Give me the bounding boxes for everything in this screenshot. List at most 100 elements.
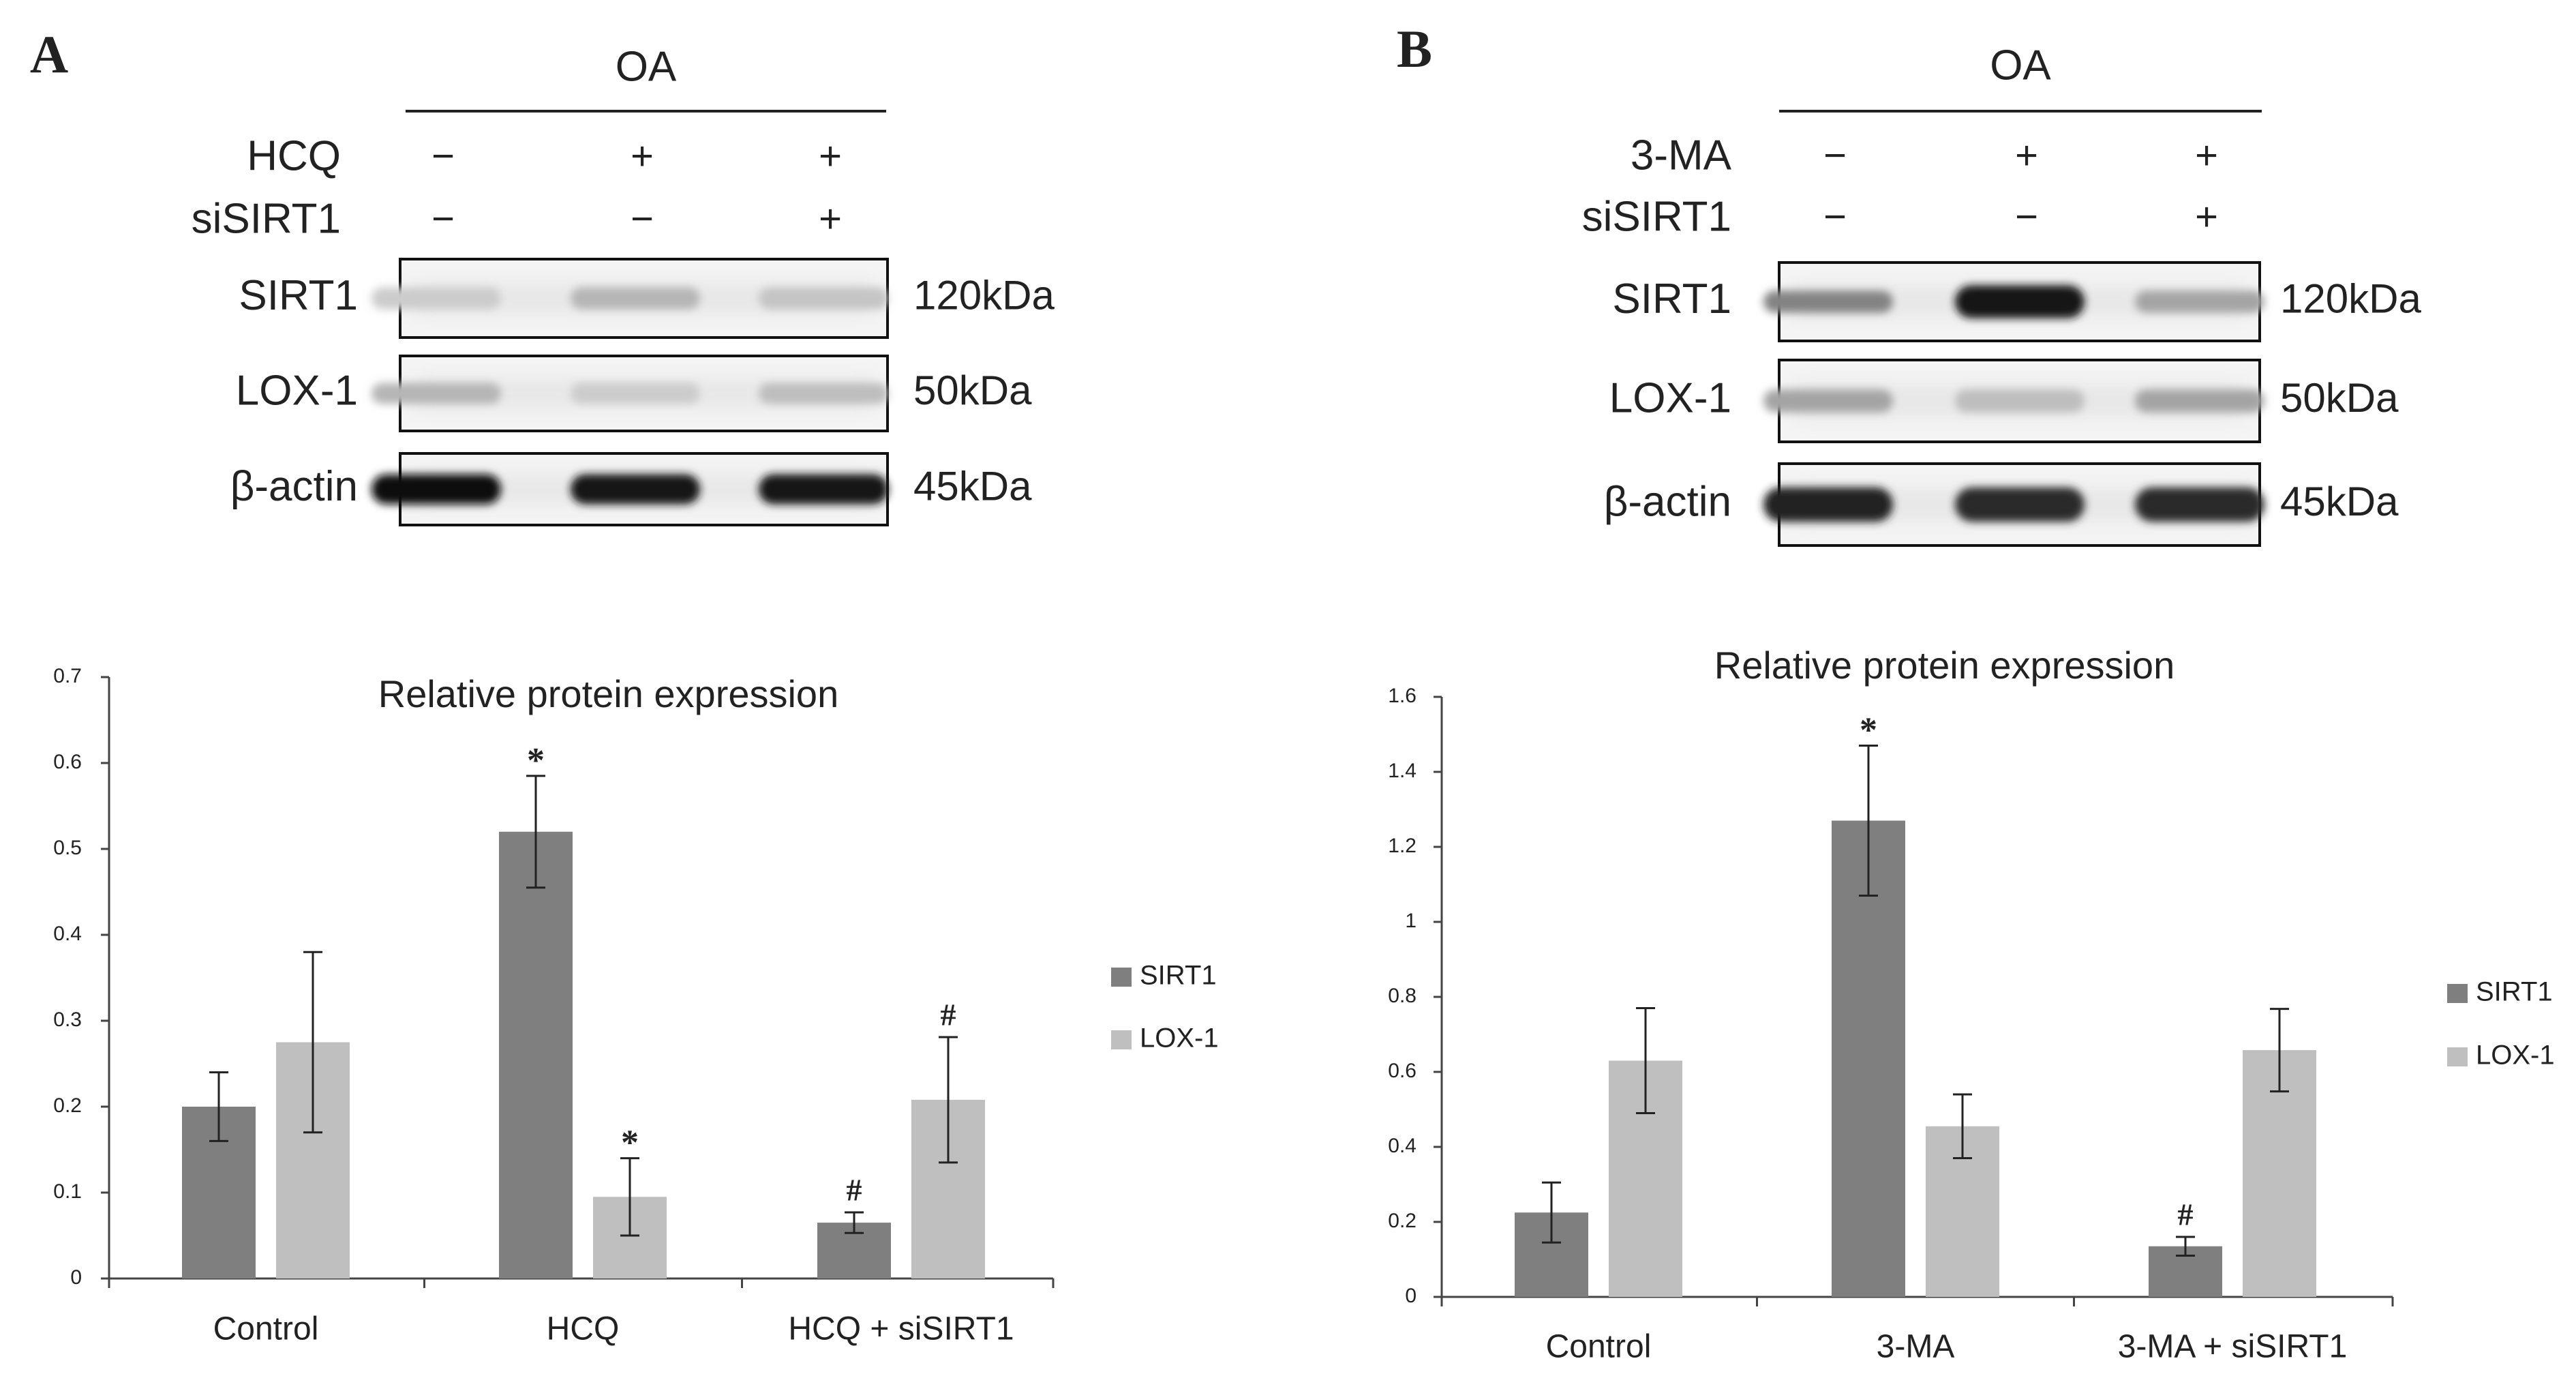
y-tick-label: 1.2 (1388, 835, 1416, 857)
protein-label: SIRT1 (239, 272, 358, 319)
molecular-weight-label: 120kDa (2280, 275, 2421, 321)
x-tick-label: HCQ + siSIRT1 (788, 1311, 1014, 1347)
western-blot: OA 3-MA − + + siSIRT1 − − + SIRT1 120kDa LOX-1 50kDa… (1582, 42, 2421, 547)
x-tick-label: 3-MA + siSIRT1 (2118, 1329, 2348, 1365)
panel-letter: B (1397, 19, 1432, 78)
molecular-weight-label: 45kDa (2280, 479, 2399, 524)
panel-a: A OA HCQ − + + siSIRT1 − − + SIRT1 120kDa LOX-1 50kDa… (30, 25, 1219, 1347)
condition-sign: − (431, 196, 455, 241)
blot-band (1955, 389, 2085, 413)
condition-label: 3-MA (1631, 132, 1732, 179)
condition-sign: − (1823, 133, 1847, 177)
condition-sign: + (2015, 133, 2038, 177)
blot-band (2135, 290, 2264, 313)
y-tick-label: 0.8 (1388, 985, 1416, 1007)
condition-sign: + (631, 134, 654, 178)
panel-letter: A (30, 25, 68, 84)
condition-sign: − (631, 196, 654, 241)
blot-band (759, 287, 888, 310)
blot-band (1763, 290, 1893, 313)
molecular-weight-label: 50kDa (2280, 375, 2399, 421)
x-tick-label: HCQ (547, 1311, 620, 1347)
legend-swatch (1111, 968, 1132, 987)
blot-band (2135, 487, 2264, 522)
y-tick-label: 0.4 (53, 923, 82, 945)
significance-marker: * (527, 741, 545, 780)
condition-sign: + (819, 196, 842, 241)
condition-label: HCQ (247, 132, 341, 179)
condition-sign: + (2195, 133, 2218, 177)
y-tick-label: 0 (1405, 1285, 1416, 1307)
condition-sign: − (2015, 194, 2038, 239)
y-tick-label: 0.7 (53, 665, 82, 687)
blot-band (1763, 389, 1893, 413)
legend-label: LOX-1 (2476, 1041, 2555, 1071)
protein-label: LOX-1 (236, 367, 358, 414)
blot-row: SIRT1 120kDa (239, 258, 1055, 339)
x-tick-label: 3-MA (1877, 1329, 1955, 1365)
condition-sign: − (431, 134, 455, 178)
blot-band (2135, 389, 2264, 413)
condition-sign: − (1823, 194, 1847, 239)
protein-label: SIRT1 (1612, 275, 1731, 323)
blot-row: LOX-1 50kDa (1609, 359, 2399, 443)
legend-swatch (1111, 1030, 1132, 1049)
blot-band (571, 474, 700, 505)
significance-marker: * (621, 1124, 639, 1163)
y-tick-label: 0.1 (53, 1180, 82, 1203)
western-blot: OA HCQ − + + siSIRT1 − − + SIRT1 120kDa LOX-1 50kDa β… (192, 43, 1055, 526)
legend-label: LOX-1 (1140, 1023, 1219, 1053)
bar (1832, 820, 1905, 1297)
protein-label: LOX-1 (1609, 374, 1731, 421)
significance-marker: # (941, 998, 956, 1032)
y-tick-label: 0.6 (53, 751, 82, 773)
treatment-group-label: OA (1990, 42, 2051, 89)
legend-label: SIRT1 (1140, 961, 1217, 991)
legend-swatch (2447, 984, 2468, 1003)
legend-label: SIRT1 (2476, 977, 2553, 1007)
y-tick-label: 0.3 (53, 1008, 82, 1031)
y-tick-label: 1.4 (1388, 760, 1416, 782)
blot-row: LOX-1 50kDa (236, 355, 1032, 432)
panel-b: B OA 3-MA − + + siSIRT1 − − + SIRT1 120kDa LOX-1 50kD… (1388, 19, 2554, 1365)
significance-marker: # (2178, 1197, 2194, 1232)
significance-marker: * (1860, 711, 1877, 749)
y-tick-label: 1 (1405, 910, 1416, 932)
blot-row: SIRT1 120kDa (1612, 261, 2421, 342)
blot-band (1955, 285, 2085, 318)
molecular-weight-label: 45kDa (913, 463, 1032, 509)
blot-band (372, 383, 501, 404)
molecular-weight-label: 50kDa (913, 368, 1032, 413)
bar (499, 831, 573, 1278)
chart-title: Relative protein expression (1714, 644, 2175, 687)
molecular-weight-label: 120kDa (913, 272, 1055, 318)
blot-band (372, 287, 501, 310)
condition-sign: + (819, 134, 842, 178)
blot-band (571, 383, 700, 404)
x-tick-label: Control (1546, 1329, 1652, 1365)
blot-band (571, 287, 700, 310)
significance-marker: # (847, 1173, 862, 1208)
blot-row: β-actin 45kDa (230, 452, 1032, 526)
condition-label: siSIRT1 (192, 195, 341, 242)
condition-sign: + (2195, 194, 2218, 239)
chart-title: Relative protein expression (378, 672, 838, 715)
y-tick-label: 0.6 (1388, 1060, 1416, 1082)
blot-band (759, 383, 888, 404)
protein-label: β-actin (1604, 478, 1731, 525)
blot-band (759, 474, 888, 505)
x-tick-label: Control (213, 1311, 319, 1347)
y-tick-label: 0.4 (1388, 1135, 1416, 1157)
blot-band (372, 474, 501, 505)
treatment-group-label: OA (616, 43, 677, 90)
y-tick-label: 0.2 (1388, 1210, 1416, 1232)
blot-row: β-actin 45kDa (1604, 462, 2399, 547)
blot-band (1955, 487, 2085, 522)
y-tick-label: 0 (70, 1266, 82, 1289)
y-tick-label: 1.6 (1388, 685, 1416, 707)
bar-chart: Relative protein expression 0 0.2 0.4 0.6 0.8… (1388, 644, 2554, 1365)
condition-label: siSIRT1 (1582, 193, 1731, 240)
blot-band (1763, 487, 1893, 522)
legend-swatch (2447, 1047, 2468, 1066)
